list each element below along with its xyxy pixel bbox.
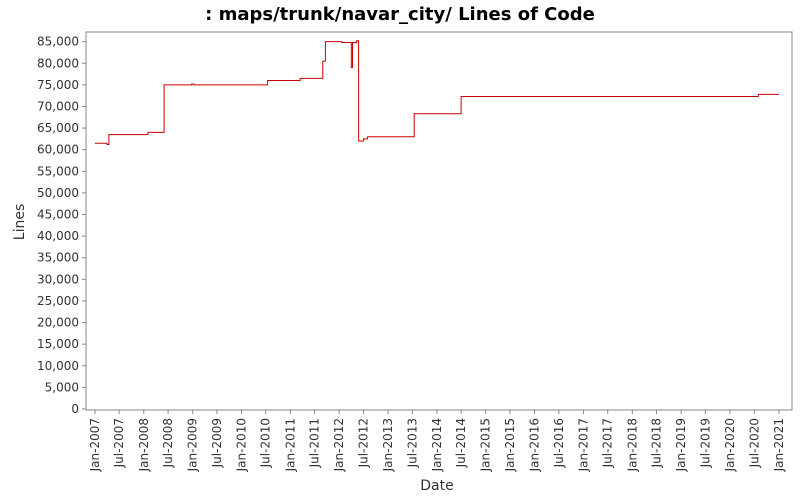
y-tick-label: 55,000 <box>37 164 79 178</box>
y-tick-label: 60,000 <box>37 143 79 157</box>
x-tick-label: Jul-2010 <box>259 418 273 468</box>
y-tick-label: 5,000 <box>45 380 79 394</box>
y-tick-label: 20,000 <box>37 316 79 330</box>
x-tick-label: Jul-2012 <box>357 418 371 468</box>
x-tick-label: Jan-2012 <box>332 418 346 472</box>
x-tick-label: Jul-2007 <box>112 418 126 468</box>
x-tick-label: Jan-2014 <box>430 418 444 472</box>
x-tick-label: Jul-2011 <box>308 418 322 468</box>
x-tick-label: Jan-2018 <box>625 418 639 472</box>
x-tick-label: Jul-2020 <box>747 418 761 468</box>
series-layer <box>94 40 779 145</box>
x-tick-label: Jul-2016 <box>552 418 566 468</box>
x-tick-label: Jul-2009 <box>210 418 224 468</box>
y-tick-label: 30,000 <box>37 272 79 286</box>
x-tick-label: Jan-2020 <box>723 418 737 472</box>
y-tick-label: 50,000 <box>37 186 79 200</box>
y-tick-label: 25,000 <box>37 294 79 308</box>
x-tick-label: Jan-2021 <box>772 418 786 472</box>
y-tick-label: 85,000 <box>37 35 79 49</box>
y-tick-label: 75,000 <box>37 78 79 92</box>
x-axis: Jan-2007 Jul-2007 Jan-2008 Jul-2008 Jan-2009… <box>88 410 786 472</box>
y-tick-label: 35,000 <box>37 251 79 265</box>
x-tick-label: Jul-2019 <box>698 418 712 468</box>
x-tick-label: Jan-2017 <box>577 418 591 472</box>
chart-title: : maps/trunk/navar_city/ Lines of Code <box>205 4 595 25</box>
x-tick-label: Jan-2016 <box>528 418 542 472</box>
series-line <box>94 40 779 145</box>
x-tick-label: Jan-2007 <box>88 418 102 472</box>
x-tick-label: Jan-2013 <box>381 418 395 472</box>
y-tick-label: 0 <box>71 402 79 416</box>
y-tick-label: 10,000 <box>37 359 79 373</box>
x-tick-label: Jan-2011 <box>283 418 297 472</box>
x-tick-label: Jul-2008 <box>161 418 175 468</box>
x-tick-label: Jan-2009 <box>186 418 200 472</box>
y-axis: 0 5,000 10,000 15,000 20,000 25,000 30,000 35,0… <box>37 35 86 416</box>
x-tick-label: Jan-2010 <box>235 418 249 472</box>
y-tick-label: 65,000 <box>37 121 79 135</box>
x-tick-label: Jan-2015 <box>503 418 517 472</box>
x-tick-label: Jul-2017 <box>601 418 615 468</box>
y-axis-label: Lines <box>12 204 28 240</box>
plot-area-frame <box>85 31 793 411</box>
y-tick-label: 45,000 <box>37 208 79 222</box>
x-tick-label: Jan-2019 <box>674 418 688 472</box>
y-tick-label: 40,000 <box>37 229 79 243</box>
x-tick-label: Jan-2015 <box>479 418 493 472</box>
x-tick-label: Jul-2018 <box>650 418 664 468</box>
x-axis-label: Date <box>420 478 453 494</box>
x-tick-label: Jul-2014 <box>454 418 468 468</box>
y-tick-label: 80,000 <box>37 56 79 70</box>
x-tick-label: Jul-2013 <box>405 418 419 468</box>
x-tick-label: Jan-2008 <box>137 418 151 472</box>
y-tick-label: 15,000 <box>37 337 79 351</box>
y-tick-label: 70,000 <box>37 99 79 113</box>
